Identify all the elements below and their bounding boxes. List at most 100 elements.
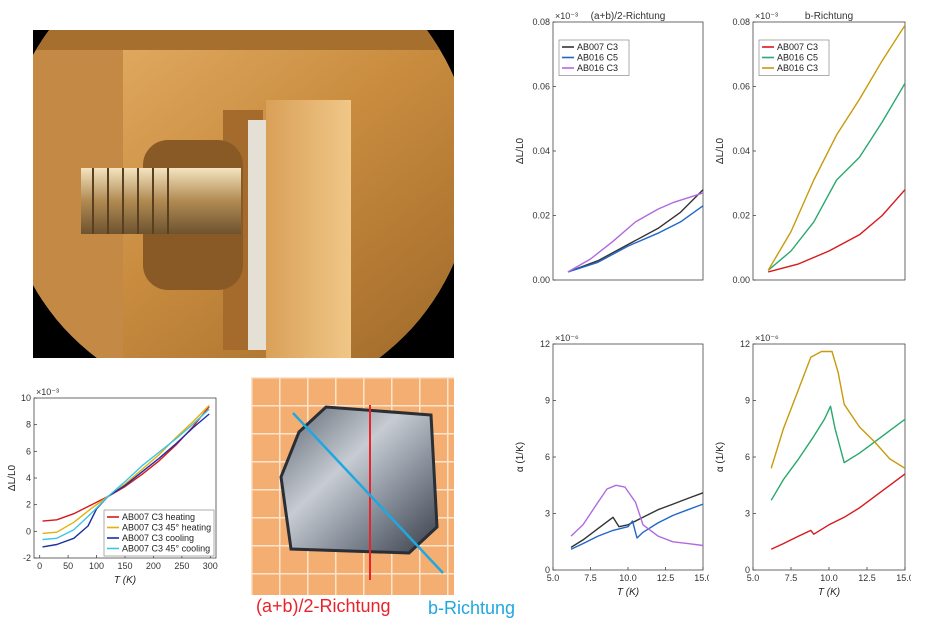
alpha_ab-svg: 0 3 6 9 12 5.0 7.5 10.0 12.5 15.0 ×10⁻⁶ T (K) α (1/K… <box>515 333 712 598</box>
x-tick-label: 7.5 <box>584 573 597 583</box>
y-tick-label: 10 <box>21 393 31 403</box>
y-tick-label: 8 <box>26 420 31 430</box>
legend-entry: AB016 C3 <box>777 63 818 73</box>
y-tick-label: 3 <box>745 509 750 519</box>
series-line-0 <box>770 473 906 550</box>
y-tick-label: 0 <box>545 565 550 575</box>
y-tick-label: 12 <box>540 339 550 349</box>
plot-frame <box>752 343 906 571</box>
y-tick-label: 6 <box>26 446 31 456</box>
x-tick-label: 100 <box>89 561 104 571</box>
b-direction-line <box>292 412 444 574</box>
series-line-2 <box>767 24 906 271</box>
x-axis-label: T (K) <box>818 587 840 598</box>
y-tick-label: 4 <box>26 473 31 483</box>
y-tick-label: 6 <box>745 452 750 462</box>
axis-exponent: ×10⁻³ <box>555 11 578 21</box>
crystal-photo <box>251 377 454 595</box>
legend-entry: AB007 C3 <box>577 42 618 52</box>
y-tick-label: 0 <box>745 565 750 575</box>
legend-entry: AB007 C3 cooling <box>122 533 194 543</box>
series-line-3 <box>42 408 210 541</box>
x-axis-label: T (K) <box>617 587 639 598</box>
series-line-1 <box>767 82 906 271</box>
series-line-0 <box>768 189 906 273</box>
axis-exponent: ×10⁻³ <box>755 11 778 21</box>
y-tick-label: 0.06 <box>732 82 750 92</box>
series-line-0 <box>567 189 704 273</box>
series-line-1 <box>42 404 210 535</box>
series-line-1 <box>770 405 906 501</box>
chart-title: (a+b)/2-Richtung <box>591 11 666 22</box>
y-axis-label: ΔL/L0 <box>7 464 18 491</box>
y-tick-label: 0.08 <box>532 17 550 27</box>
series-line-2 <box>770 350 906 469</box>
x-tick-label: 7.5 <box>785 573 798 583</box>
y-tick-label: -2 <box>23 553 31 563</box>
axis-exponent: ×10⁻³ <box>36 387 59 397</box>
y-tick-label: 0 <box>26 526 31 536</box>
y-tick-label: 0.08 <box>732 17 750 27</box>
series-line-0 <box>42 406 210 522</box>
series-line-2 <box>570 484 704 547</box>
y-axis-label: ΔL/L0 <box>515 137 526 164</box>
chart-dl-ab: 0.00 0.02 0.04 0.06 0.08 ×10⁻³ (a+b)/2-Richtun… <box>505 6 709 296</box>
chart-title: b-Richtung <box>805 11 853 22</box>
x-tick-label: 10.0 <box>619 573 637 583</box>
y-tick-label: 0.02 <box>732 211 750 221</box>
y-tick-label: 0.06 <box>532 82 550 92</box>
legend-entry: AB007 C3 45° cooling <box>122 544 210 554</box>
dilatometer-photo <box>33 30 454 358</box>
y-tick-label: 0.00 <box>532 275 550 285</box>
axis-exponent: ×10⁻⁶ <box>755 333 779 343</box>
x-tick-label: 12.5 <box>858 573 876 583</box>
alpha_b-svg: 0 3 6 9 12 5.0 7.5 10.0 12.5 15.0 ×10⁻⁶ T (K) α (1/K… <box>715 333 914 598</box>
axis-exponent: ×10⁻⁶ <box>555 333 579 343</box>
x-tick-label: 15.0 <box>896 573 911 583</box>
x-tick-label: 150 <box>117 561 132 571</box>
y-tick-label: 9 <box>745 396 750 406</box>
dl_ab-svg: 0.00 0.02 0.04 0.06 0.08 ×10⁻³ (a+b)/2-Richtun… <box>515 11 704 285</box>
y-axis-label: ΔL/L0 <box>715 137 726 164</box>
series-line-2 <box>567 192 704 273</box>
y-tick-label: 12 <box>740 339 750 349</box>
legend-entry: AB007 C3 heating <box>122 512 195 522</box>
x-axis-label: T (K) <box>114 575 136 586</box>
x-tick-label: 10.0 <box>820 573 838 583</box>
x-tick-label: 5.0 <box>547 573 560 583</box>
legend-box <box>103 509 215 557</box>
y-axis-label: α (1/K) <box>515 442 526 472</box>
legend-entry: AB007 C3 45° heating <box>122 523 211 533</box>
x-tick-label: 250 <box>174 561 189 571</box>
dl_b-svg: 0.00 0.02 0.04 0.06 0.08 ×10⁻³ b-Richtung ΔL/L0… <box>715 11 906 285</box>
x-tick-label: 15.0 <box>694 573 709 583</box>
series-line-1 <box>567 205 704 273</box>
y-tick-label: 9 <box>545 396 550 406</box>
y-tick-label: 0.02 <box>532 211 550 221</box>
chart-dl-b: 0.00 0.02 0.04 0.06 0.08 ×10⁻³ b-Richtung ΔL/L0… <box>707 6 911 296</box>
y-tick-label: 0.04 <box>732 146 750 156</box>
x-tick-label: 200 <box>146 561 161 571</box>
y-tick-label: 0.00 <box>732 275 750 285</box>
x-tick-label: 0 <box>37 561 42 571</box>
y-axis-label: α (1/K) <box>715 442 726 472</box>
x-tick-label: 300 <box>203 561 218 571</box>
series-line-0 <box>570 492 704 548</box>
legend-entry: AB016 C5 <box>577 53 618 63</box>
chart-dl-full: -2 0 2 4 6 8 10 0 50 100 150 200 250 300 ×10⁻³ T (K) ΔL/… <box>6 378 224 596</box>
y-tick-label: 6 <box>545 452 550 462</box>
series-line-2 <box>42 413 210 548</box>
chart-alpha-b: 0 3 6 9 12 5.0 7.5 10.0 12.5 15.0 ×10⁻⁶ T (K) α (1/K… <box>707 308 914 606</box>
y-tick-label: 0.04 <box>532 146 550 156</box>
caption-b-direction: b-Richtung <box>428 598 516 618</box>
chart-alpha-ab: 0 3 6 9 12 5.0 7.5 10.0 12.5 15.0 ×10⁻⁶ T (K) α (1/K… <box>505 308 712 606</box>
plot-frame <box>552 343 704 571</box>
legend-entry: AB016 C3 <box>577 63 618 73</box>
series-line-1 <box>570 503 704 550</box>
x-tick-label: 5.0 <box>747 573 760 583</box>
x-tick-label: 50 <box>63 561 73 571</box>
caption-ab-direction: (a+b)/2-Richtung <box>256 596 391 616</box>
y-tick-label: 3 <box>545 509 550 519</box>
x-tick-label: 12.5 <box>657 573 675 583</box>
